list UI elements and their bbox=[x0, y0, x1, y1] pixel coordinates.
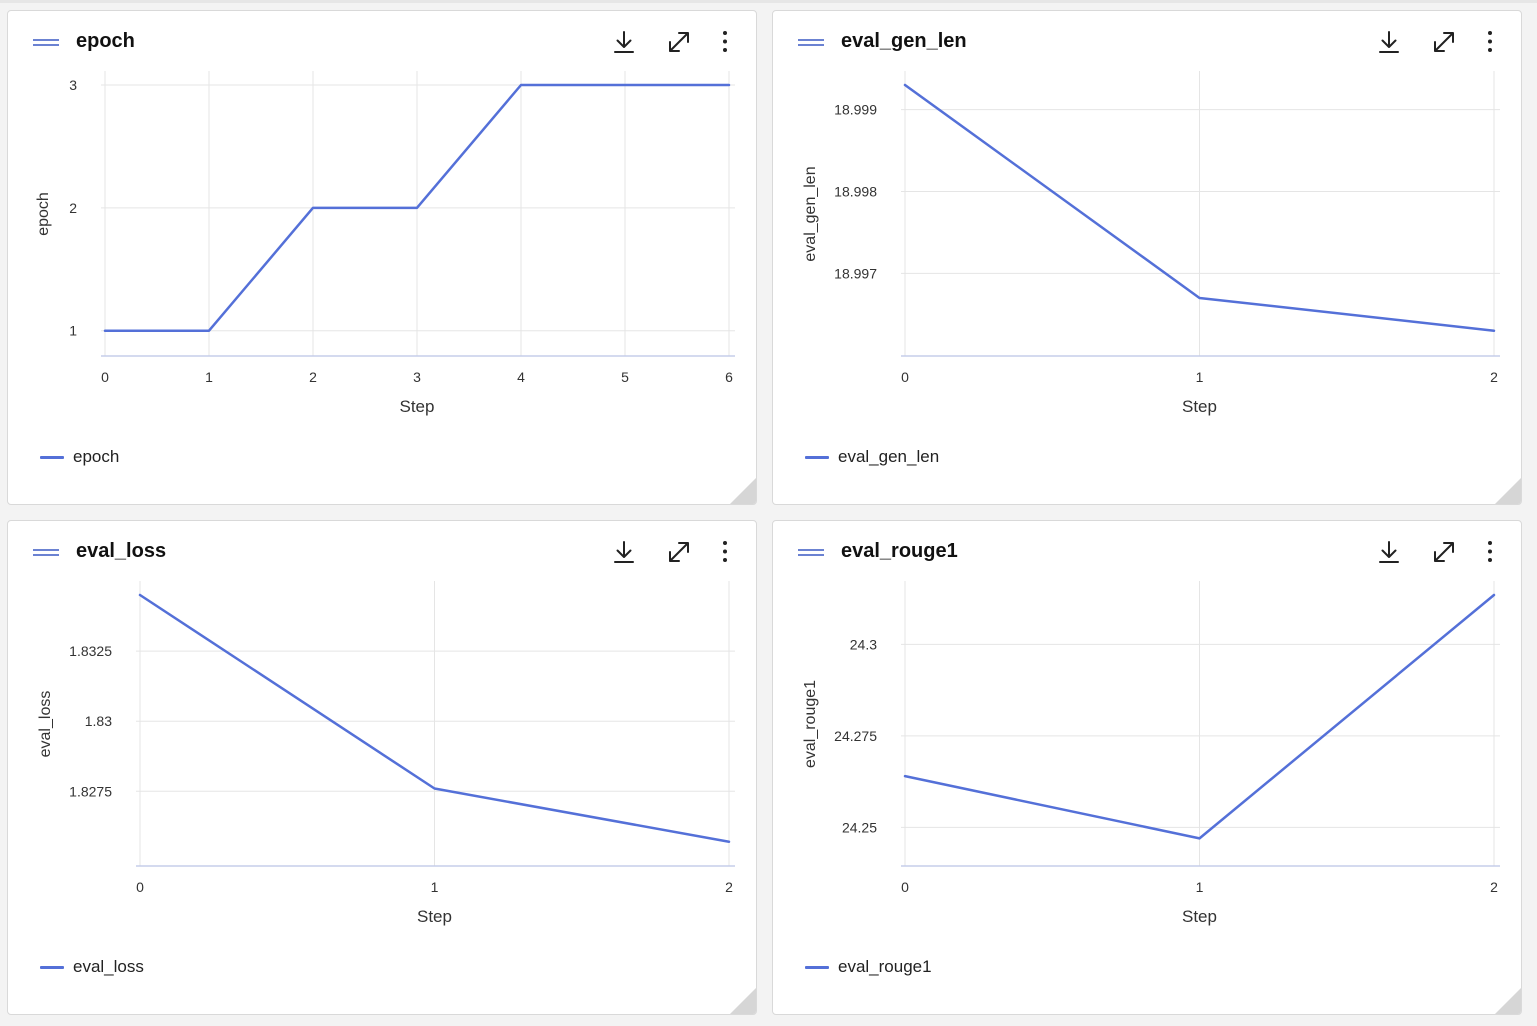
y-axis-label: eval_rouge1 bbox=[802, 680, 819, 768]
download-button[interactable] bbox=[609, 27, 639, 57]
series-line bbox=[903, 593, 1496, 840]
legend-label[interactable]: epoch bbox=[73, 447, 120, 466]
legend-swatch bbox=[40, 455, 64, 459]
download-icon bbox=[614, 541, 634, 563]
expand-icon bbox=[669, 32, 689, 52]
resize-corner-icon[interactable] bbox=[1495, 478, 1521, 504]
line-chart: 18.997 18.998 18.999 0 1 2 Step eval_gen_len bbox=[802, 71, 1500, 416]
chart-panel-eval-gen-len: eval_gen_len 18.997 18.998 18.999 0 1 2 Step ev… bbox=[772, 10, 1522, 505]
x-tick-label: 1 bbox=[205, 369, 213, 385]
y-tick-label: 24.3 bbox=[850, 636, 877, 652]
y-tick-label: 24.25 bbox=[842, 819, 877, 835]
x-tick-label: 0 bbox=[901, 369, 909, 385]
chart-panel-eval-rouge1: eval_rouge1 24.25 24.275 24.3 0 1 2 Step eval_r… bbox=[772, 520, 1522, 1015]
expand-icon bbox=[669, 542, 689, 562]
panel-title: eval_rouge1 bbox=[841, 540, 958, 562]
chart-legend: epoch bbox=[40, 447, 119, 467]
more-options-button[interactable] bbox=[710, 537, 740, 567]
chart-panel-epoch: epoch 1 2 3 0 1 2 3 4 5 6 Step epoch epoch bbox=[7, 10, 757, 505]
x-tick-label: 3 bbox=[413, 369, 421, 385]
line-chart: 1.8275 1.83 1.8325 0 1 2 Step eval_loss bbox=[37, 581, 735, 926]
drag-handle-icon[interactable] bbox=[33, 549, 59, 557]
x-tick-label: 6 bbox=[725, 369, 733, 385]
y-tick-label: 2 bbox=[69, 200, 77, 216]
line-chart: 1 2 3 0 1 2 3 4 5 6 Step epoch bbox=[35, 71, 735, 416]
x-axis-label: Step bbox=[1182, 397, 1217, 416]
chart-legend: eval_rouge1 bbox=[805, 957, 932, 977]
x-tick-label: 1 bbox=[1196, 879, 1204, 895]
resize-corner-icon[interactable] bbox=[730, 478, 756, 504]
expand-button[interactable] bbox=[1429, 537, 1459, 567]
y-axis-label: eval_gen_len bbox=[802, 166, 819, 261]
line-chart: 24.25 24.275 24.3 0 1 2 Step eval_rouge1 bbox=[802, 581, 1500, 926]
y-tick-label: 3 bbox=[69, 77, 77, 93]
y-tick-label: 24.275 bbox=[834, 728, 877, 744]
y-tick-label: 1.8275 bbox=[69, 783, 112, 799]
legend-label[interactable]: eval_loss bbox=[73, 957, 144, 976]
more-vertical-icon bbox=[723, 31, 727, 52]
x-tick-label: 2 bbox=[1490, 369, 1498, 385]
y-tick-label: 18.998 bbox=[834, 183, 877, 199]
download-icon bbox=[1379, 31, 1399, 53]
legend-label[interactable]: eval_gen_len bbox=[838, 447, 940, 466]
download-button[interactable] bbox=[609, 537, 639, 567]
y-tick-label: 1 bbox=[69, 323, 77, 339]
x-tick-label: 0 bbox=[901, 879, 909, 895]
panel-title: eval_gen_len bbox=[841, 30, 967, 52]
more-options-button[interactable] bbox=[1475, 27, 1505, 57]
x-tick-label: 2 bbox=[1490, 879, 1498, 895]
expand-icon bbox=[1434, 542, 1454, 562]
legend-swatch bbox=[805, 455, 829, 459]
x-tick-label: 1 bbox=[431, 879, 439, 895]
x-axis-label: Step bbox=[1182, 907, 1217, 926]
chart-panel-eval-loss: eval_loss 1.8275 1.83 1.8325 0 1 2 Step eval_lo… bbox=[7, 520, 757, 1015]
chart-legend: eval_gen_len bbox=[805, 447, 939, 467]
download-button[interactable] bbox=[1374, 537, 1404, 567]
x-axis-label: Step bbox=[417, 907, 452, 926]
more-vertical-icon bbox=[723, 541, 727, 562]
panel-title: eval_loss bbox=[76, 540, 167, 562]
x-tick-label: 2 bbox=[309, 369, 317, 385]
series-line bbox=[138, 593, 731, 844]
y-tick-label: 1.83 bbox=[85, 713, 112, 729]
x-axis-label: Step bbox=[400, 397, 435, 416]
more-options-button[interactable] bbox=[1475, 537, 1505, 567]
legend-swatch bbox=[805, 965, 829, 969]
y-tick-label: 1.8325 bbox=[69, 643, 112, 659]
x-tick-label: 2 bbox=[725, 879, 733, 895]
more-vertical-icon bbox=[1488, 31, 1492, 52]
download-button[interactable] bbox=[1374, 27, 1404, 57]
expand-button[interactable] bbox=[664, 537, 694, 567]
x-tick-label: 4 bbox=[517, 369, 525, 385]
drag-handle-icon[interactable] bbox=[798, 39, 824, 47]
download-icon bbox=[614, 31, 634, 53]
download-icon bbox=[1379, 541, 1399, 563]
y-tick-label: 18.999 bbox=[834, 102, 877, 118]
x-tick-label: 0 bbox=[136, 879, 144, 895]
expand-button[interactable] bbox=[664, 27, 694, 57]
expand-button[interactable] bbox=[1429, 27, 1459, 57]
y-axis-label: epoch bbox=[35, 192, 52, 236]
chart-legend: eval_loss bbox=[40, 957, 144, 977]
x-tick-label: 1 bbox=[1196, 369, 1204, 385]
x-tick-label: 0 bbox=[101, 369, 109, 385]
legend-swatch bbox=[40, 965, 64, 969]
more-vertical-icon bbox=[1488, 541, 1492, 562]
resize-corner-icon[interactable] bbox=[730, 988, 756, 1014]
drag-handle-icon[interactable] bbox=[798, 549, 824, 557]
top-divider bbox=[0, 0, 1537, 3]
series-line bbox=[903, 83, 1496, 332]
more-options-button[interactable] bbox=[710, 27, 740, 57]
series-line bbox=[103, 83, 731, 332]
y-tick-label: 18.997 bbox=[834, 265, 877, 281]
drag-handle-icon[interactable] bbox=[33, 39, 59, 47]
legend-label[interactable]: eval_rouge1 bbox=[838, 957, 932, 976]
panel-title: epoch bbox=[76, 30, 135, 52]
expand-icon bbox=[1434, 32, 1454, 52]
x-tick-label: 5 bbox=[621, 369, 629, 385]
resize-corner-icon[interactable] bbox=[1495, 988, 1521, 1014]
y-axis-label: eval_loss bbox=[37, 691, 54, 758]
